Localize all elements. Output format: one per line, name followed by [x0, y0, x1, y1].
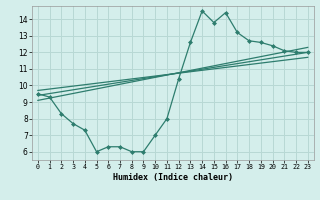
X-axis label: Humidex (Indice chaleur): Humidex (Indice chaleur) — [113, 173, 233, 182]
